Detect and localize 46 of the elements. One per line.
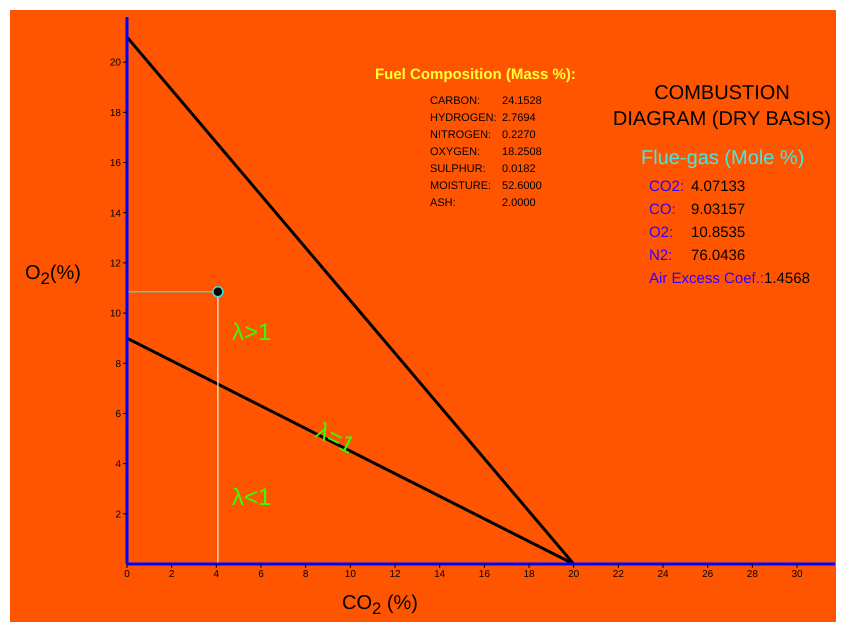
text: N2: 76.0436 xyxy=(649,247,746,264)
text: OXYGEN: 18.2508 xyxy=(430,146,542,158)
y-tick-label: 14 xyxy=(110,208,122,220)
annotation: Air Excess Coef.:1.4568 xyxy=(649,270,810,287)
text: ASH: 2.0000 xyxy=(430,197,536,209)
x-tick-label: 0 xyxy=(124,569,130,580)
text: SULPHUR: 0.0182 xyxy=(430,163,536,175)
x-tick-label: 26 xyxy=(702,569,714,580)
x-axis-title: CO$_{2}$ (%) xyxy=(341,592,419,619)
text: COMBUSTION DIAGRAM (DRY BASIS) xyxy=(612,81,832,132)
annotation: Flue-gas (Mole %) xyxy=(641,147,804,170)
x-tick-label: 28 xyxy=(746,569,758,580)
x-tick-label: 2 xyxy=(168,569,175,580)
y-tick-label: 20 xyxy=(110,58,122,69)
y-tick-label: 4 xyxy=(115,459,122,470)
annotation: NITROGEN: 0.2270 xyxy=(430,129,536,141)
x-tick-label: 24 xyxy=(657,569,670,580)
annotation: λ=1 xyxy=(310,416,360,462)
x-tick-label: 10 xyxy=(344,569,356,580)
x-tick-label: 18 xyxy=(523,569,536,580)
x-tick-label: 4 xyxy=(214,569,220,580)
annotation: O2: 10.8535 xyxy=(649,224,746,241)
x-tick-label: 30 xyxy=(791,569,804,580)
x-tick-label: 8 xyxy=(302,569,309,580)
annotation: HYDROGEN: 2.7694 xyxy=(430,112,536,124)
y-tick-label: 2 xyxy=(115,509,122,520)
y-axis-title: O$_{2}$(%) xyxy=(25,262,81,289)
x-tick-label: 16 xyxy=(478,569,490,580)
annotation: Fuel Composition (Mass %): xyxy=(375,66,576,83)
x-tick-label: 6 xyxy=(258,569,264,580)
text: CARBON: 24.1528 xyxy=(430,95,542,107)
annotation: CO: 9.03157 xyxy=(649,201,746,218)
y-tick-label: 6 xyxy=(115,409,122,420)
x-tick-label: 12 xyxy=(389,569,402,580)
annotation: MOISTURE: 52.6000 xyxy=(430,180,542,192)
annotation: λ>1 xyxy=(232,319,272,347)
y-tick-label: 10 xyxy=(110,308,122,320)
y-tick-label: 18 xyxy=(110,108,122,119)
x-tick-label: 20 xyxy=(568,569,580,580)
y-tick-label: 8 xyxy=(115,358,122,370)
x-tick-label: 14 xyxy=(434,569,446,580)
annotation: λ<1 xyxy=(232,484,272,512)
y-tick-label: 12 xyxy=(110,258,122,270)
x-tick-label: 22 xyxy=(612,569,624,580)
annotation: CO2: 4.07133 xyxy=(649,178,746,195)
y-tick-label: 16 xyxy=(110,158,122,170)
